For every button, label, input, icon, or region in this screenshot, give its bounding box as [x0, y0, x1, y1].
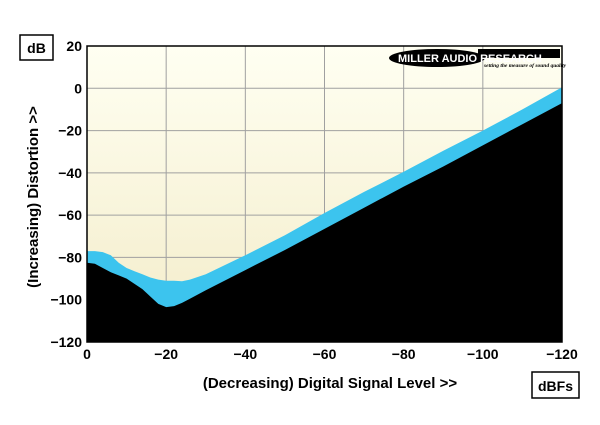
logo-oval — [389, 49, 485, 67]
y-tick-label: 0 — [74, 80, 82, 96]
x-tick-label: −120 — [546, 346, 578, 362]
plot-border — [86, 45, 563, 343]
y-axis-ticks: 20 0 −20 −40 −60 −80 −100 −120 — [50, 38, 82, 350]
x-tick-label: −20 — [154, 346, 178, 362]
noise-floor-area — [87, 103, 562, 342]
y-tick-label: −20 — [58, 123, 82, 139]
y-tick-label: −100 — [50, 292, 82, 308]
y-unit-box: dB — [19, 34, 54, 61]
logo-bar — [478, 49, 560, 58]
y-unit-label: dB — [27, 40, 46, 56]
x-tick-label: −40 — [233, 346, 257, 362]
y-tick-label: −40 — [58, 165, 82, 181]
y-tick-label: −120 — [50, 334, 82, 350]
x-unit-label: dBFs — [538, 378, 573, 394]
logo-name: MILLER AUDIO RESEARCH — [398, 53, 542, 65]
y-axis-title: (Increasing) Distortion >> — [25, 106, 42, 288]
x-unit-box: dBFs — [531, 371, 580, 399]
x-tick-label: −100 — [467, 346, 499, 362]
x-tick-label: 0 — [83, 346, 91, 362]
x-tick-label: −80 — [392, 346, 416, 362]
y-tick-label: −60 — [58, 207, 82, 223]
y-tick-label: 20 — [66, 38, 82, 54]
logo-tagline: setting the measure of sound quality — [483, 63, 567, 69]
miller-audio-research-logo: MILLER AUDIO RESEARCH setting the measur… — [389, 49, 567, 69]
x-axis-title: (Decreasing) Digital Signal Level >> — [203, 375, 457, 392]
x-axis-ticks: 0 −20 −40 −60 −80 −100 −120 — [83, 346, 578, 362]
x-tick-label: −60 — [313, 346, 337, 362]
y-tick-label: −80 — [58, 249, 82, 265]
